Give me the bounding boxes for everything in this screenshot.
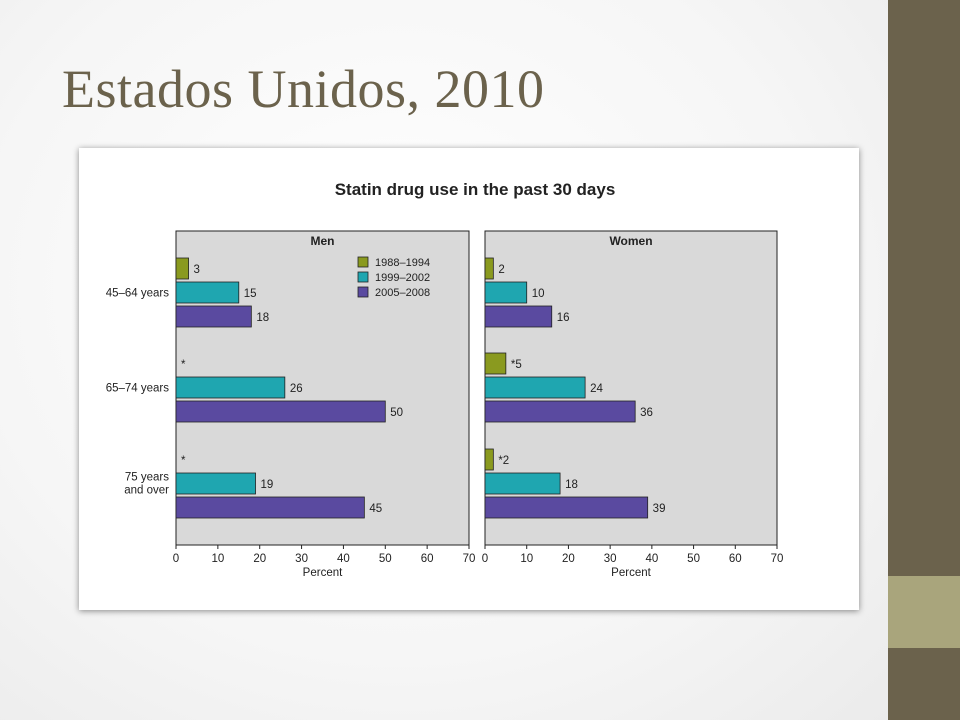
data-label: * — [181, 359, 186, 371]
x-axis-label: Percent — [611, 567, 651, 579]
data-label: 16 — [557, 312, 570, 324]
bar — [484, 448, 494, 471]
x-tick-label: 30 — [295, 553, 308, 565]
bar — [484, 257, 494, 280]
side-decoration-accent — [888, 576, 960, 648]
category-label: 75 years — [125, 472, 169, 484]
bar — [175, 376, 286, 399]
legend-label: 2005–2008 — [375, 287, 430, 299]
data-label: * — [181, 455, 186, 467]
x-tick-label: 10 — [211, 553, 224, 565]
legend-label: 1999–2002 — [375, 272, 430, 284]
data-label: 36 — [640, 407, 653, 419]
panel-title: Women — [609, 234, 652, 248]
data-label: 19 — [261, 479, 274, 491]
x-tick-label: 20 — [253, 553, 266, 565]
x-tick-label: 0 — [482, 553, 488, 565]
data-label: 45 — [369, 503, 382, 515]
bar — [484, 496, 649, 519]
data-label: *5 — [511, 359, 522, 371]
bar — [484, 305, 553, 328]
bar — [175, 496, 365, 519]
data-label: 26 — [290, 383, 303, 395]
slide-title: Estados Unidos, 2010 — [62, 59, 545, 119]
category-label: 65–74 years — [106, 383, 170, 395]
data-label: 18 — [256, 312, 269, 324]
bar — [484, 352, 507, 375]
panel-title: Men — [311, 234, 335, 248]
x-tick-label: 50 — [687, 553, 700, 565]
bar — [484, 281, 528, 304]
chart-title: Statin drug use in the past 30 days — [335, 180, 616, 199]
category-label: 45–64 years — [106, 288, 170, 300]
x-tick-label: 10 — [520, 553, 533, 565]
data-label: *2 — [498, 455, 509, 467]
bar — [175, 472, 256, 495]
x-tick-label: 70 — [463, 553, 476, 565]
statin-chart: Statin drug use in the past 30 days 45–64… — [106, 180, 784, 579]
x-axis-label: Percent — [303, 567, 343, 579]
data-label: 10 — [532, 288, 545, 300]
data-label: 50 — [390, 407, 403, 419]
chart-figure: Statin drug use in the past 30 days 45–64… — [79, 148, 859, 610]
legend-swatch — [357, 271, 369, 283]
bar — [175, 257, 189, 280]
x-tick-label: 60 — [421, 553, 434, 565]
bar — [484, 376, 586, 399]
data-label: 18 — [565, 479, 578, 491]
bar — [175, 305, 252, 328]
bar — [484, 472, 561, 495]
data-label: 15 — [244, 288, 257, 300]
legend-swatch — [357, 256, 369, 268]
x-tick-label: 60 — [729, 553, 742, 565]
data-label: 2 — [498, 264, 504, 276]
bar — [175, 400, 386, 423]
data-label: 39 — [653, 503, 666, 515]
x-tick-label: 70 — [771, 553, 784, 565]
bar — [175, 281, 240, 304]
bar — [484, 400, 636, 423]
x-tick-label: 50 — [379, 553, 392, 565]
x-tick-label: 20 — [562, 553, 575, 565]
category-label: and over — [124, 485, 169, 497]
x-tick-label: 40 — [645, 553, 658, 565]
x-tick-label: 0 — [173, 553, 179, 565]
legend-label: 1988–1994 — [375, 257, 430, 269]
x-tick-label: 40 — [337, 553, 350, 565]
legend-swatch — [357, 286, 369, 298]
data-label: 3 — [194, 264, 200, 276]
data-label: 24 — [590, 383, 603, 395]
x-tick-label: 30 — [604, 553, 617, 565]
